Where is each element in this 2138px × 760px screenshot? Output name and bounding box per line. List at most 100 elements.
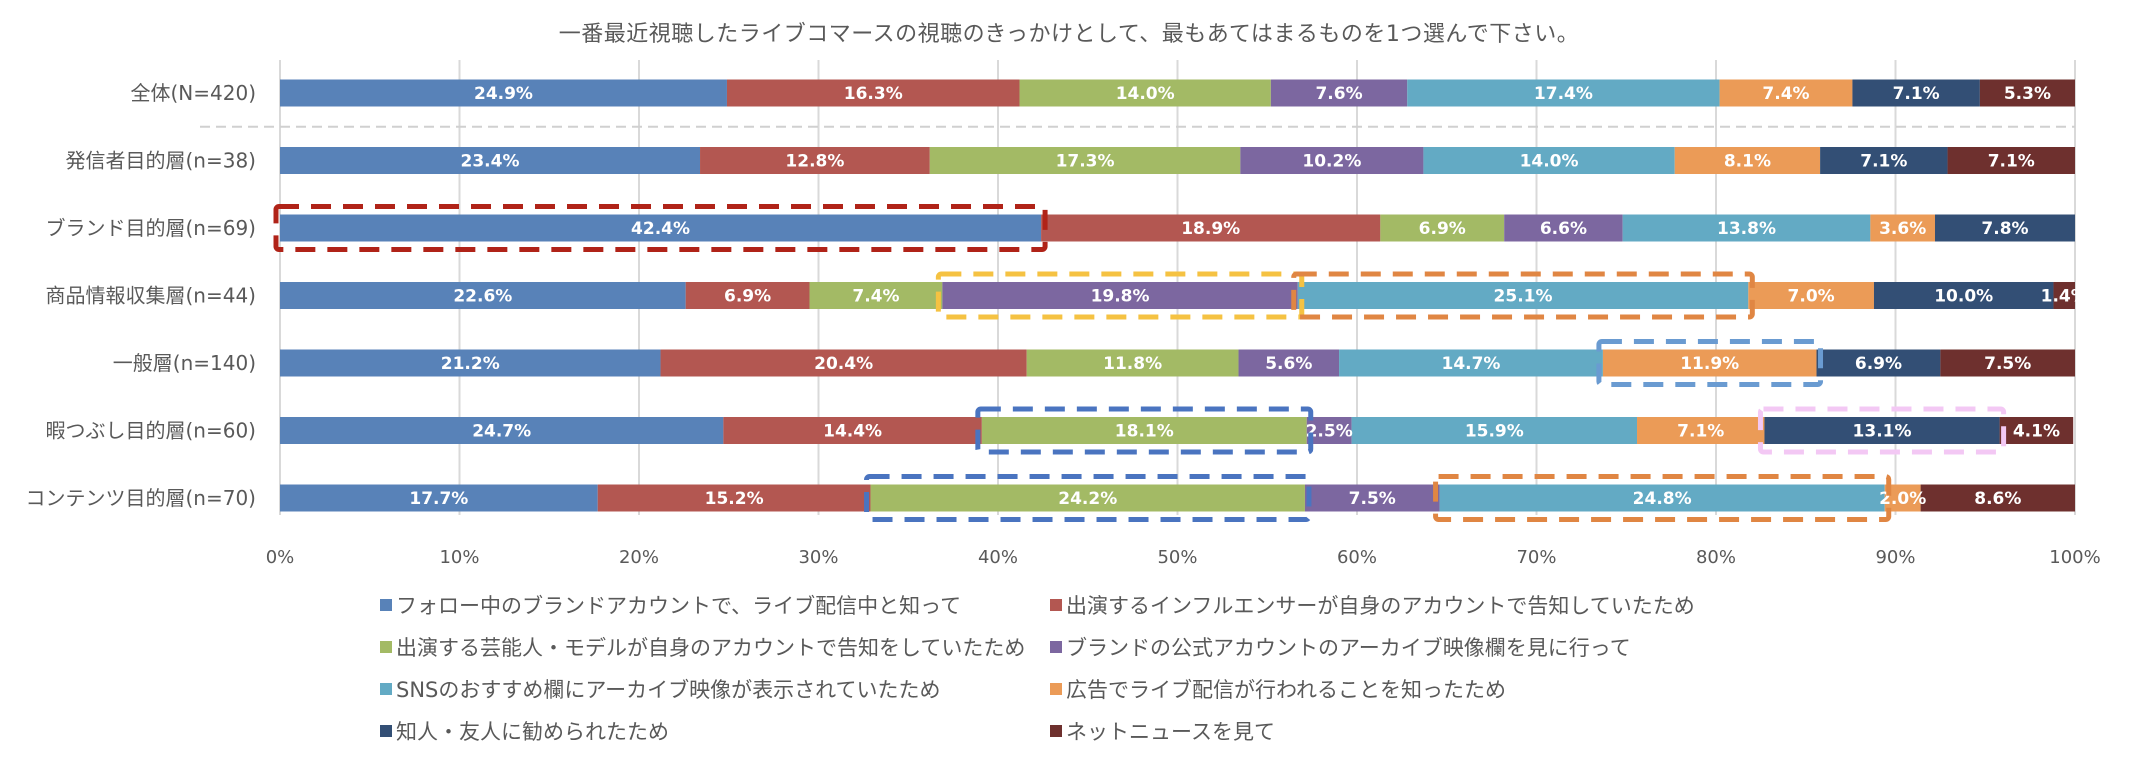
data-label: 15.9% bbox=[1465, 422, 1524, 442]
x-tick-label: 50% bbox=[1157, 547, 1197, 568]
legend-item: フォロー中のブランドアカウントで、ライブ配信中と知って bbox=[380, 590, 961, 620]
data-label: 20.4% bbox=[814, 354, 873, 374]
legend-swatch-icon bbox=[1050, 599, 1062, 611]
data-label: 7.1% bbox=[1988, 152, 2035, 172]
data-label: 18.1% bbox=[1115, 422, 1174, 442]
highlight-box bbox=[273, 204, 1048, 252]
data-label: 13.1% bbox=[1853, 422, 1912, 442]
bar-segment bbox=[1351, 417, 1638, 444]
bar-segment bbox=[1999, 417, 2074, 444]
data-label: 6.6% bbox=[1540, 219, 1587, 239]
bar-segment bbox=[1019, 79, 1271, 107]
legend-swatch-icon bbox=[1050, 641, 1062, 653]
data-label: 19.8% bbox=[1091, 287, 1150, 307]
category-label: 発信者目的層(n=38) bbox=[66, 149, 257, 173]
bar-segment bbox=[929, 147, 1241, 174]
data-label: 10.2% bbox=[1302, 152, 1361, 172]
legend-item: SNSのおすすめ欄にアーカイブ映像が表示されていたため bbox=[380, 674, 940, 704]
bar-segment bbox=[1637, 417, 1765, 444]
data-label: 7.1% bbox=[1860, 152, 1907, 172]
bar-segment bbox=[1407, 79, 1720, 107]
x-tick-label: 70% bbox=[1516, 547, 1556, 568]
data-label: 14.7% bbox=[1441, 354, 1500, 374]
bar-segment bbox=[1934, 214, 2075, 242]
category-label: 商品情報収集層(n=44) bbox=[46, 284, 257, 308]
legend-label: ネットニュースを見て bbox=[1066, 720, 1275, 744]
data-label: 14.4% bbox=[823, 422, 882, 442]
data-label: 24.2% bbox=[1058, 489, 1117, 509]
bar-segment bbox=[1940, 349, 2075, 377]
bar-segment bbox=[1820, 147, 1948, 174]
bar-segment bbox=[280, 417, 724, 444]
data-label: 6.9% bbox=[1419, 219, 1466, 239]
bar-segment bbox=[2053, 282, 2075, 309]
data-label: 42.4% bbox=[631, 219, 690, 239]
legend-item: ネットニュースを見て bbox=[1050, 716, 1275, 746]
highlight-annotations bbox=[273, 204, 2007, 522]
bar-segment bbox=[1674, 147, 1821, 174]
highlight-box bbox=[864, 474, 1312, 522]
bar-segment bbox=[1504, 214, 1623, 242]
category-label: ブランド目的層(n=69) bbox=[46, 216, 257, 240]
legend-item: 知人・友人に勧められたため bbox=[380, 716, 669, 746]
legend-label: 知人・友人に勧められたため bbox=[396, 720, 669, 744]
bars bbox=[280, 79, 2075, 512]
bar-segment bbox=[1026, 349, 1239, 377]
data-label: 24.8% bbox=[1633, 489, 1692, 509]
bar-segment bbox=[1240, 147, 1424, 174]
bar-segment bbox=[1979, 79, 2075, 107]
data-label: 21.2% bbox=[441, 354, 500, 374]
bar-segment bbox=[1602, 349, 1817, 377]
highlight-box bbox=[1291, 271, 1755, 320]
x-tick-label: 80% bbox=[1696, 547, 1736, 568]
legend-swatch-icon bbox=[1050, 683, 1062, 695]
bar-segment bbox=[1339, 349, 1603, 377]
bar-segment bbox=[1622, 214, 1871, 242]
bar-segment bbox=[1304, 484, 1440, 512]
bar-segment bbox=[1238, 349, 1340, 377]
legend-label: ブランドの公式アカウントのアーカイブ映像欄を見に行って bbox=[1066, 636, 1631, 660]
x-tick-label: 60% bbox=[1337, 547, 1377, 568]
bar-segment bbox=[1920, 484, 2075, 512]
bar-segment bbox=[1816, 349, 1941, 377]
data-label: 1.4% bbox=[2041, 287, 2088, 307]
category-labels: 全体(N=420) 発信者目的層(n=38) ブランド目的層(n=69) 商品情報収集… bbox=[26, 81, 257, 510]
bar-segment bbox=[280, 79, 727, 107]
data-label: 7.5% bbox=[1349, 489, 1396, 509]
data-label: 7.5% bbox=[1984, 354, 2031, 374]
bar-segment bbox=[726, 79, 1020, 107]
data-label: 7.4% bbox=[852, 287, 899, 307]
data-label: 15.2% bbox=[705, 489, 764, 509]
bar-segment bbox=[1380, 214, 1505, 242]
data-label: 5.3% bbox=[2004, 84, 2051, 104]
legend-item: 広告でライブ配信が行われることを知ったため bbox=[1050, 674, 1506, 704]
bar-segment bbox=[280, 282, 686, 309]
bar-segment bbox=[685, 282, 810, 309]
data-label: 7.1% bbox=[1893, 84, 1940, 104]
bar-segment bbox=[1947, 147, 2075, 174]
data-label: 14.0% bbox=[1520, 152, 1579, 172]
bar-segment bbox=[1764, 417, 2000, 444]
data-label: 24.7% bbox=[472, 422, 531, 442]
data-label: 3.6% bbox=[1879, 219, 1926, 239]
legend-swatch-icon bbox=[1050, 725, 1062, 737]
data-label: 7.8% bbox=[1981, 219, 2028, 239]
category-label: 暇つぶし目的層(n=60) bbox=[46, 419, 257, 443]
data-label: 7.4% bbox=[1762, 84, 1809, 104]
bar-segment bbox=[1270, 79, 1408, 107]
data-label: 8.1% bbox=[1724, 152, 1771, 172]
data-label: 4.1% bbox=[2013, 422, 2060, 442]
legend-label: SNSのおすすめ欄にアーカイブ映像が表示されていたため bbox=[396, 678, 941, 702]
bar-segment bbox=[1439, 484, 1885, 512]
legend-item: 出演するインフルエンサーが自身のアカウントで告知していたため bbox=[1050, 590, 1695, 620]
bar-segment bbox=[809, 282, 943, 309]
bar-segment bbox=[1423, 147, 1675, 174]
x-tick-label: 40% bbox=[978, 547, 1018, 568]
category-label: 一般層(n=140) bbox=[113, 351, 256, 375]
bar-segment bbox=[1852, 79, 1980, 107]
x-tick-label: 20% bbox=[619, 547, 659, 568]
data-label: 17.4% bbox=[1534, 84, 1593, 104]
highlight-box bbox=[1596, 339, 1824, 387]
bar-segment bbox=[723, 417, 982, 444]
bar-segment bbox=[1873, 282, 2054, 309]
